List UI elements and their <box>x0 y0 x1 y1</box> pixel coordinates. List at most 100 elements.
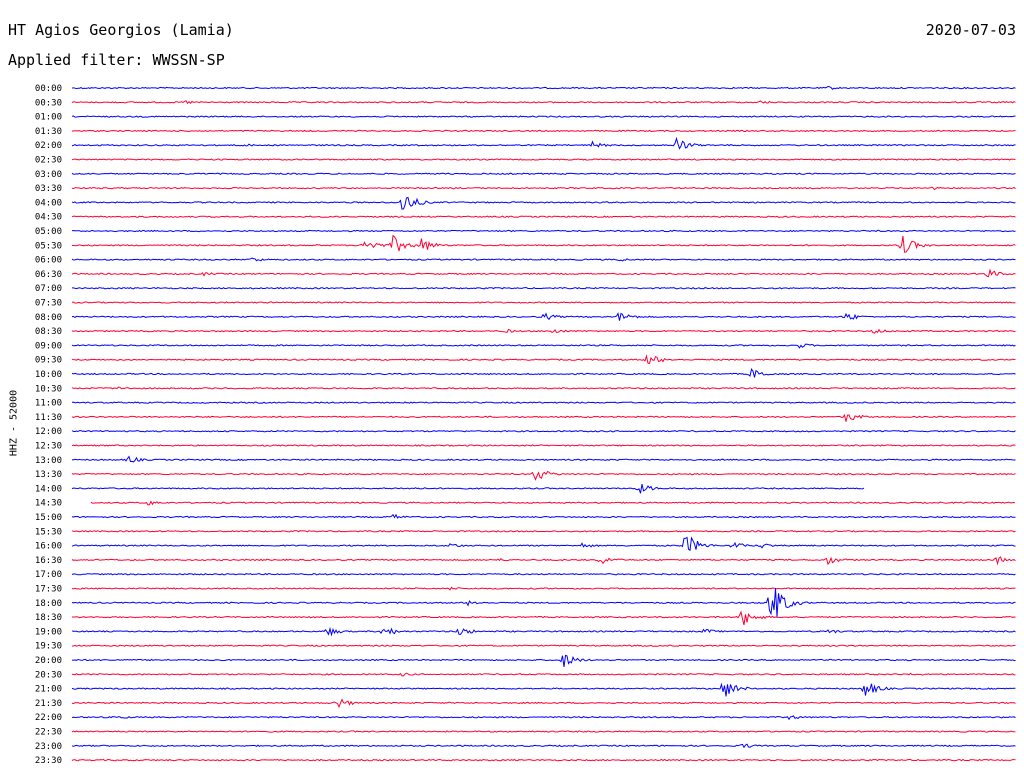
trace-line <box>71 268 1016 278</box>
trace-line <box>71 386 1016 390</box>
time-label: 13:30 <box>35 470 62 480</box>
time-label: 07:30 <box>35 299 62 309</box>
trace-line <box>71 196 1016 210</box>
trace-line <box>71 470 1016 481</box>
trace-line <box>71 401 1016 404</box>
time-label: 21:00 <box>35 685 62 695</box>
time-label: 14:00 <box>35 484 62 494</box>
time-label: 18:00 <box>35 599 62 609</box>
time-label: 11:00 <box>35 399 62 409</box>
time-label: 12:00 <box>35 427 62 437</box>
time-label: 19:00 <box>35 627 62 637</box>
trace-line <box>71 626 1016 637</box>
trace-line <box>71 556 1016 566</box>
trace-line <box>71 234 1016 253</box>
trace-line <box>72 286 1016 290</box>
time-label: 15:30 <box>35 527 62 537</box>
trace-line <box>71 586 1016 591</box>
trace-line <box>71 444 1016 447</box>
time-label: 02:00 <box>35 141 62 151</box>
trace-line <box>71 215 1016 218</box>
time-label: 00:00 <box>35 84 62 94</box>
time-label: 03:30 <box>35 184 62 194</box>
trace-line <box>71 136 1016 150</box>
time-label: 10:00 <box>35 370 62 380</box>
trace-line <box>71 536 1016 552</box>
station-title: HT Agios Georgios (Lamia) <box>8 21 234 39</box>
time-label: 09:30 <box>35 356 62 366</box>
time-label: 11:30 <box>35 413 62 423</box>
trace-line <box>72 610 1016 626</box>
trace-line <box>71 572 1016 576</box>
time-label: 07:00 <box>35 284 62 294</box>
trace-line <box>71 413 1016 422</box>
trace-line <box>71 743 1016 749</box>
trace-line <box>71 430 1016 433</box>
trace-line <box>71 115 1016 118</box>
trace-line <box>71 758 1016 762</box>
trace-line <box>71 530 1016 533</box>
time-label: 22:30 <box>35 728 62 738</box>
trace-line <box>71 186 1016 191</box>
trace-line <box>71 368 1016 378</box>
time-label: 05:00 <box>35 227 62 237</box>
time-label: 00:30 <box>35 98 62 108</box>
time-label: 20:30 <box>35 670 62 680</box>
trace-line <box>71 100 1016 105</box>
trace-line <box>71 129 1016 133</box>
time-label: 01:00 <box>35 113 62 123</box>
time-label: 10:30 <box>35 384 62 394</box>
trace-line <box>71 158 1016 161</box>
trace-line <box>71 343 1016 349</box>
trace-line <box>71 172 1016 176</box>
time-label: 04:00 <box>35 198 62 208</box>
time-label: 19:30 <box>35 642 62 652</box>
trace-line <box>71 455 1016 463</box>
trace-line <box>71 682 1016 697</box>
trace-line <box>71 483 865 494</box>
trace-line <box>90 500 1015 506</box>
trace-line <box>71 587 1016 617</box>
time-label: 06:30 <box>35 270 62 280</box>
trace-line <box>71 257 1016 262</box>
time-label: 22:00 <box>35 713 62 723</box>
trace-line <box>71 301 1016 304</box>
time-label: 15:00 <box>35 513 62 523</box>
trace-line <box>71 328 1016 334</box>
time-label: 13:00 <box>35 456 62 466</box>
time-label: 02:30 <box>35 156 62 166</box>
time-label: 20:00 <box>35 656 62 666</box>
time-label: 05:30 <box>35 241 62 251</box>
trace-line <box>71 654 1016 667</box>
time-label: 01:30 <box>35 127 62 137</box>
time-label: 12:30 <box>35 442 62 452</box>
time-label: 04:30 <box>35 213 62 223</box>
trace-line <box>71 730 1016 733</box>
filter-label: Applied filter: WWSSN-SP <box>8 51 225 69</box>
time-label: 03:00 <box>35 170 62 180</box>
time-label: 08:00 <box>35 313 62 323</box>
time-label: 17:00 <box>35 570 62 580</box>
trace-line <box>71 354 1016 365</box>
time-label: 16:00 <box>35 542 62 552</box>
time-label: 09:00 <box>35 341 62 351</box>
time-label: 16:30 <box>35 556 62 566</box>
trace-line <box>71 644 1016 647</box>
time-label: 18:30 <box>35 613 62 623</box>
trace-line <box>72 672 1016 677</box>
time-label: 23:00 <box>35 742 62 752</box>
time-label: 08:30 <box>35 327 62 337</box>
trace-line <box>71 85 1016 90</box>
time-label: 21:30 <box>35 699 62 709</box>
trace-line <box>71 715 1016 721</box>
trace-line <box>71 513 1016 519</box>
time-label: 06:00 <box>35 256 62 266</box>
trace-line <box>71 229 1016 233</box>
time-label: 14:30 <box>35 499 62 509</box>
record-date: 2020-07-03 <box>925 21 1016 39</box>
trace-line <box>71 312 1016 321</box>
time-label: 23:30 <box>35 756 62 766</box>
time-label: 17:30 <box>35 585 62 595</box>
trace-line <box>71 698 1016 709</box>
